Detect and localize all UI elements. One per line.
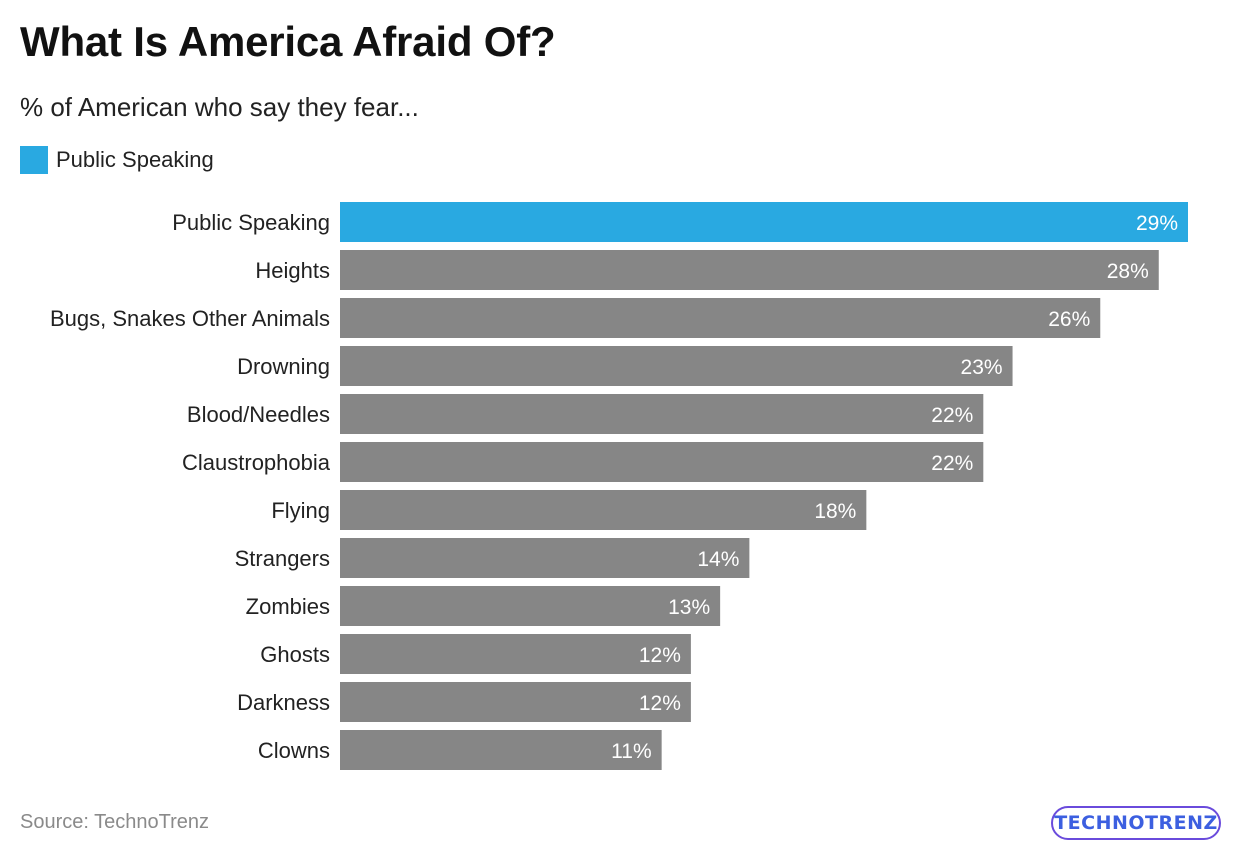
value-label: 23% (961, 356, 1003, 379)
value-label: 12% (639, 692, 681, 715)
category-label: Claustrophobia (182, 450, 331, 475)
value-label: 18% (814, 500, 856, 523)
bar-claustrophobia (340, 442, 984, 482)
bar-darkness (340, 682, 691, 722)
category-label: Heights (255, 258, 330, 283)
value-label: 22% (931, 452, 973, 475)
bar-chart: Public Speaking 29% Heights 28% Bugs, Snakes… (50, 202, 1188, 770)
category-label: Darkness (237, 690, 330, 715)
value-label: 29% (1136, 212, 1178, 235)
technotrenz-logo: TECHNOTRENZ (1051, 806, 1221, 840)
bar-strangers (340, 538, 750, 578)
category-label: Strangers (235, 546, 330, 571)
chart-subtitle: % of American who say they fear... (20, 92, 419, 122)
value-label: 13% (668, 596, 710, 619)
category-label: Ghosts (260, 642, 330, 667)
category-label: Clowns (258, 738, 330, 763)
bar-zombies (340, 586, 721, 626)
category-label: Flying (271, 498, 330, 523)
value-label: 28% (1107, 260, 1149, 283)
bar-bugs-snakes-other-animals (340, 298, 1101, 338)
source-note: Source: TechnoTrenz (20, 811, 209, 833)
bar-blood-needles (340, 394, 984, 434)
category-label: Drowning (237, 354, 330, 379)
category-label: Zombies (246, 594, 330, 619)
legend: Public Speaking (20, 146, 214, 174)
bar-public-speaking (340, 202, 1188, 242)
value-label: 22% (931, 404, 973, 427)
bar-flying (340, 490, 867, 530)
bar-drowning (340, 346, 1013, 386)
bar-ghosts (340, 634, 691, 674)
value-label: 11% (611, 740, 651, 763)
logo-text: TECHNOTRENZ (1054, 812, 1218, 834)
legend-label: Public Speaking (56, 147, 214, 172)
value-label: 12% (639, 644, 681, 667)
value-label: 26% (1048, 308, 1090, 331)
bar-clowns (340, 730, 662, 770)
bar-heights (340, 250, 1159, 290)
legend-swatch (20, 146, 48, 174)
category-label: Blood/Needles (187, 402, 330, 427)
category-label: Public Speaking (172, 210, 330, 235)
value-label: 14% (697, 548, 739, 571)
category-label: Bugs, Snakes Other Animals (50, 306, 330, 331)
chart-title: What Is America Afraid Of? (20, 18, 556, 65)
